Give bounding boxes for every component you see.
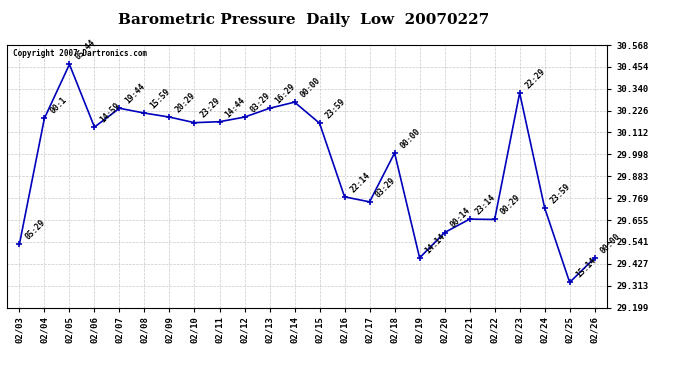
Text: Barometric Pressure  Daily  Low  20070227: Barometric Pressure Daily Low 20070227 — [118, 13, 489, 27]
Text: 20:29: 20:29 — [174, 91, 197, 114]
Text: 23:59: 23:59 — [549, 182, 573, 205]
Text: 14:14: 14:14 — [424, 231, 447, 255]
Text: 00:00: 00:00 — [399, 127, 422, 150]
Text: 14:59: 14:59 — [99, 101, 122, 124]
Text: 22:14: 22:14 — [348, 171, 373, 194]
Text: 03:29: 03:29 — [248, 91, 273, 114]
Text: 03:29: 03:29 — [374, 176, 397, 199]
Text: 05:29: 05:29 — [23, 218, 47, 242]
Text: 22:29: 22:29 — [524, 66, 547, 90]
Text: 00:29: 00:29 — [499, 193, 522, 217]
Text: 00:00: 00:00 — [599, 231, 622, 255]
Text: 15:14: 15:14 — [574, 256, 598, 280]
Text: 23:14: 23:14 — [474, 193, 497, 216]
Text: 14:44: 14:44 — [224, 95, 247, 119]
Text: 23:29: 23:29 — [199, 96, 222, 120]
Text: 00:14: 00:14 — [448, 206, 473, 230]
Text: 19:44: 19:44 — [124, 82, 147, 105]
Text: Copyright 2007 Dartronics.com: Copyright 2007 Dartronics.com — [13, 49, 147, 58]
Text: 00:00: 00:00 — [299, 76, 322, 99]
Text: 16:29: 16:29 — [274, 82, 297, 105]
Text: 00:1: 00:1 — [48, 95, 69, 116]
Text: 05:44: 05:44 — [74, 38, 97, 62]
Text: 23:59: 23:59 — [324, 97, 347, 120]
Text: 15:59: 15:59 — [148, 87, 172, 110]
